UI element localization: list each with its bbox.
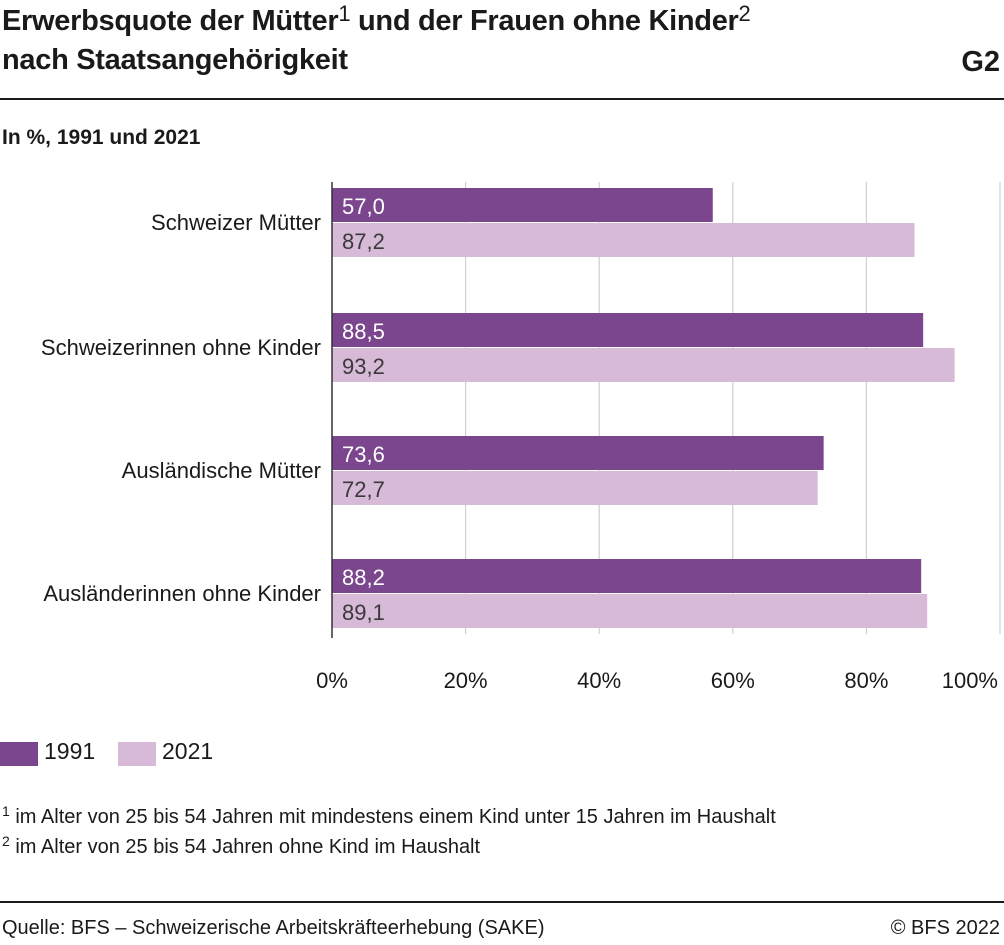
graphic-number: G2 [961,46,1000,78]
copyright: © BFS 2022 [890,917,1000,939]
bar-1991-3 [332,436,824,470]
source-note: Quelle: BFS – Schweizerische Arbeitskräf… [2,917,545,939]
data-label-2021-2: 93,2 [342,354,385,379]
category-label-4: Ausländerinnen ohne Kinder [43,581,321,606]
legend-swatch-1991 [0,742,38,766]
data-label-2021-1: 87,2 [342,229,385,254]
data-label-1991-4: 88,2 [342,565,385,590]
x-tick-label-100: 100% [942,668,998,693]
top-rule [0,98,1004,100]
footnote-2-mark: 2 [2,833,10,849]
chart-title: Erwerbsquote der Mütter1 und der Frauen … [2,1,751,80]
title-text-1: Erwerbsquote der Mütter [2,5,339,37]
footnote-2-text: im Alter von 25 bis 54 Jahren ohne Kind … [9,836,481,858]
x-tick-label-20: 20% [444,668,488,693]
legend-label-1991: 1991 [44,738,96,764]
bar-2021-4 [332,594,928,628]
footnote-1: 1 im Alter von 25 bis 54 Jahren mit mind… [2,803,776,829]
data-label-1991-1: 57,0 [342,194,385,219]
bar-2021-1 [332,223,915,257]
data-label-1991-3: 73,6 [342,442,385,467]
bar-1991-2 [332,313,924,347]
bar-2021-3 [332,471,818,505]
data-label-2021-4: 89,1 [342,600,385,625]
category-label-3: Ausländische Mütter [122,458,321,483]
legend-label-2021: 2021 [162,738,214,764]
category-label-2: Schweizerinnen ohne Kinder [41,335,321,360]
title-line-1: Erwerbsquote der Mütter1 und der Frauen … [2,1,751,41]
footnote-1-mark: 1 [2,803,10,819]
title-line-2: nach Staatsangehörigkeit [2,44,348,76]
x-tick-label-80: 80% [844,668,888,693]
chart-subtitle: In %, 1991 und 2021 [2,126,201,149]
footnote-1-text: im Alter von 25 bis 54 Jahren mit mindes… [9,806,776,828]
title-text-2: und der Frauen ohne Kinder [350,5,739,37]
category-label-1: Schweizer Mütter [151,210,321,235]
footnote-2: 2 im Alter von 25 bis 54 Jahren ohne Kin… [2,833,481,859]
legend-swatch-2021 [118,742,156,766]
bar-chart: 57,0 87,2 Schweizer Mütter 88,5 93,2 Schweize… [41,182,1001,693]
bar-2021-2 [332,348,955,382]
footnote-mark-2: 2 [738,1,751,26]
x-tick-label-40: 40% [577,668,621,693]
x-tick-label-60: 60% [711,668,755,693]
x-tick-label-0: 0% [316,668,348,693]
bar-1991-4 [332,559,922,593]
data-label-2021-3: 72,7 [342,477,385,502]
data-label-1991-2: 88,5 [342,319,385,344]
bar-1991-1 [332,188,713,222]
footnote-mark-1: 1 [338,1,351,26]
bottom-rule [0,901,1004,903]
